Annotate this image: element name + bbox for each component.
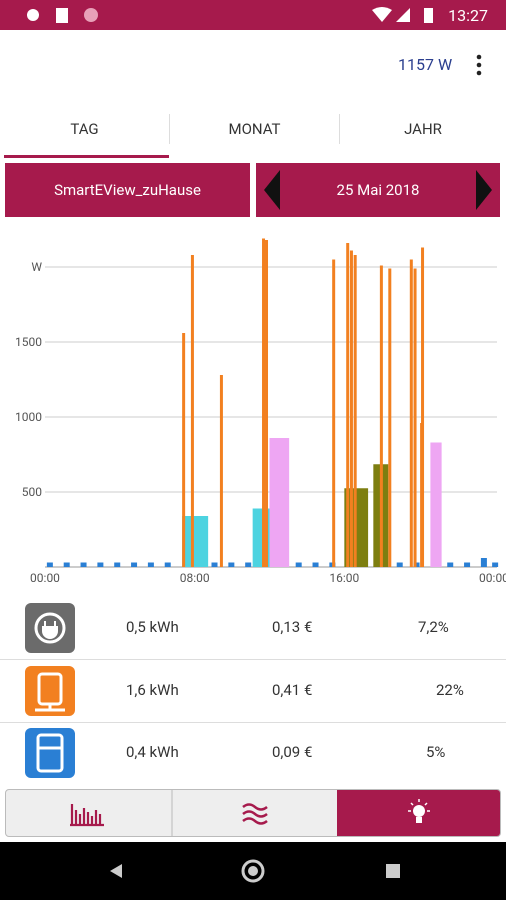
bar — [480, 558, 487, 567]
bar — [295, 562, 302, 567]
bottom-toggle — [5, 789, 501, 837]
y-tick-label: 1000 — [15, 410, 42, 424]
plug-icon — [25, 603, 75, 653]
menu-button[interactable] — [474, 53, 484, 77]
energy: 1,6 kWh — [126, 681, 179, 699]
table-row: 1,6 kWh 0,41 € 22% — [0, 660, 506, 723]
nav-buttons[interactable] — [0, 842, 506, 900]
tab-indicator — [4, 155, 169, 158]
bar — [464, 562, 471, 567]
bar — [262, 238, 266, 567]
device-selector[interactable]: SmartEView_zuHause — [5, 163, 250, 217]
y-tick-label: 500 — [22, 485, 42, 499]
energy: 0,5 kWh — [126, 618, 179, 636]
bar — [332, 259, 336, 567]
cost: 0,41 € — [272, 681, 313, 699]
bar — [265, 240, 269, 567]
bar — [388, 268, 392, 567]
x-tick-label: 16:00 — [329, 571, 359, 585]
tab[interactable]: JAHR — [404, 120, 442, 138]
bar — [190, 255, 194, 567]
tab[interactable]: MONAT — [228, 120, 281, 138]
share: 7,2% — [418, 618, 449, 636]
bar — [430, 442, 442, 567]
bar — [379, 265, 383, 567]
table-row: 0,4 kWh 0,09 € 5% — [0, 722, 506, 784]
tab[interactable]: TAG — [70, 120, 99, 138]
bar — [211, 562, 218, 567]
current-power: 1157 W — [398, 55, 453, 74]
bar — [396, 562, 403, 567]
bar — [409, 259, 413, 567]
x-tick-label: 08:00 — [180, 571, 210, 585]
bar — [219, 375, 223, 567]
bar — [147, 562, 154, 567]
bar — [182, 516, 209, 567]
bar — [353, 255, 357, 567]
bar — [312, 562, 319, 567]
bar — [346, 243, 350, 567]
bar — [492, 562, 499, 567]
bar — [413, 268, 417, 567]
fridge-icon — [25, 728, 75, 778]
bar — [447, 562, 454, 567]
toggle-buttons[interactable] — [6, 790, 500, 836]
bar — [349, 250, 353, 567]
bar — [182, 333, 186, 567]
bar — [114, 562, 121, 567]
nav-bar — [0, 842, 506, 900]
clock: 13:27 — [448, 6, 488, 25]
table-row: 0,5 kWh 0,13 € 7,2% — [0, 597, 506, 660]
bar — [228, 562, 235, 567]
bar — [269, 438, 290, 567]
cost: 0,09 € — [272, 743, 313, 761]
x-tick-label: 00:00 — [30, 571, 60, 585]
device-icon — [25, 666, 75, 716]
y-tick-label: 1500 — [15, 335, 42, 349]
x-tick-label: 00:00 — [479, 571, 506, 585]
cost: 0,13 € — [272, 618, 313, 636]
date-selector[interactable]: 25 Mai 2018 — [256, 163, 500, 217]
bar — [80, 562, 87, 567]
share: 5% — [426, 743, 446, 761]
bar — [245, 562, 252, 567]
tabs: TAG MONAT JAHR — [0, 110, 506, 158]
status-bar: 13:27 — [0, 0, 506, 30]
share: 22% — [436, 681, 464, 699]
bar — [131, 562, 138, 567]
energy: 0,4 kWh — [126, 743, 179, 761]
bar — [63, 562, 70, 567]
bar — [46, 562, 53, 567]
date: 25 Mai 2018 — [336, 181, 420, 199]
bar — [164, 562, 171, 567]
system-icons — [372, 7, 433, 23]
y-tick-label: W — [31, 260, 42, 274]
bar — [421, 247, 425, 567]
date-arrows[interactable] — [262, 168, 494, 212]
bar — [97, 562, 104, 567]
chart: W 1500 1000 500 00:00 08:00 16:00 00:00 — [15, 238, 506, 585]
status-icons — [27, 8, 98, 23]
